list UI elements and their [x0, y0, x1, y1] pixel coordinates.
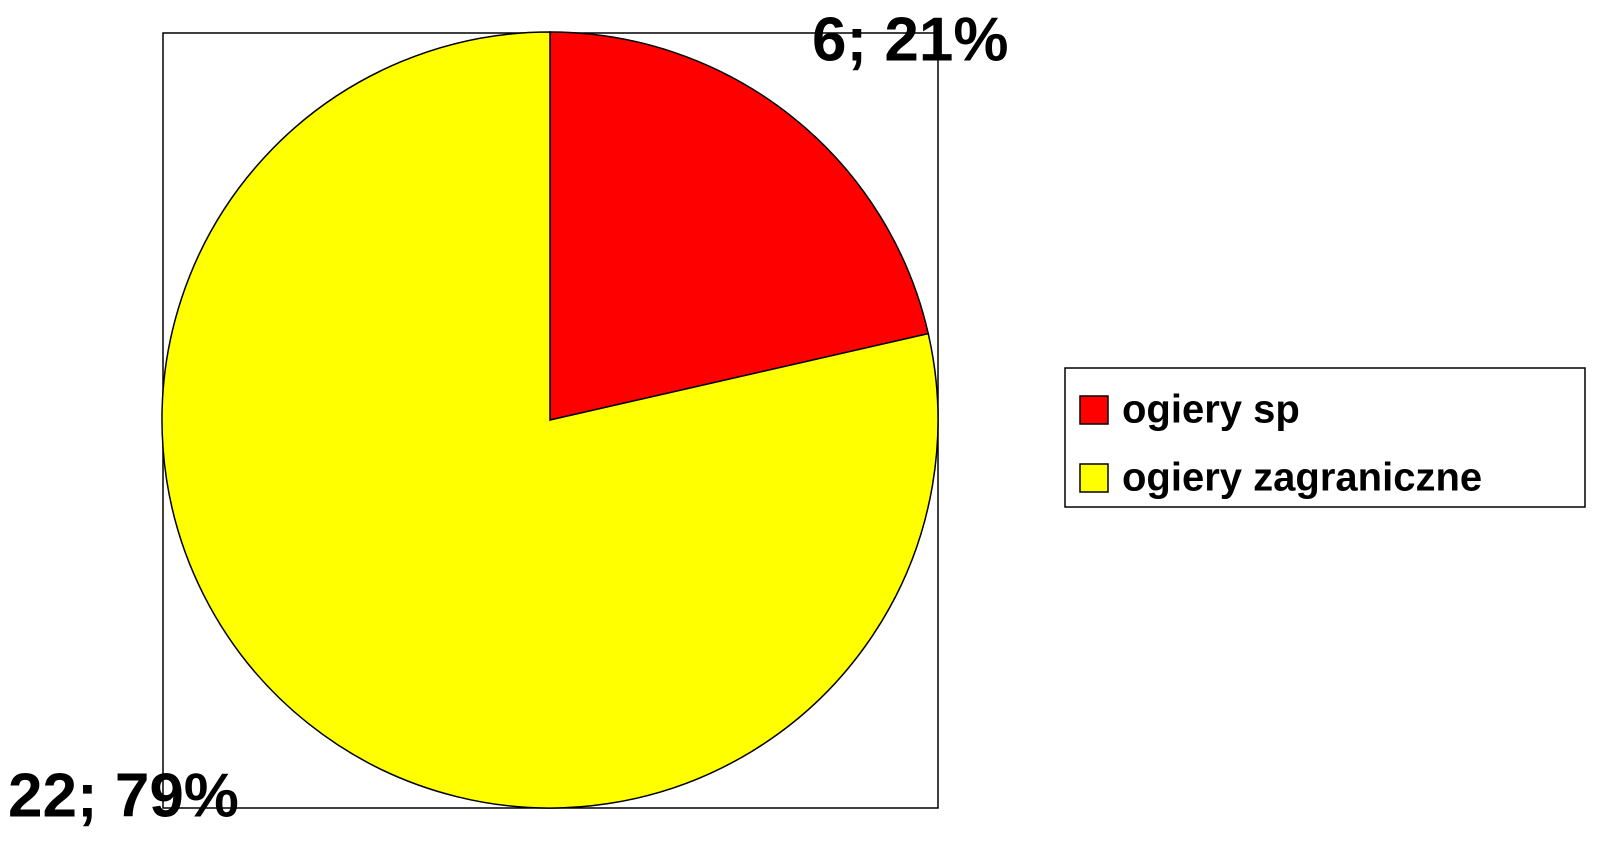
data-label: 22; 79%	[8, 761, 239, 830]
legend-swatch	[1079, 395, 1109, 425]
legend-label: ogiery zagraniczne	[1122, 456, 1482, 500]
legend-label: ogiery sp	[1122, 388, 1300, 432]
data-label: 6; 21%	[812, 5, 1008, 74]
legend	[1064, 367, 1586, 508]
pie	[161, 31, 939, 809]
pie-slice	[549, 31, 930, 421]
legend-swatch	[1079, 463, 1109, 493]
pie-slice	[161, 31, 939, 809]
